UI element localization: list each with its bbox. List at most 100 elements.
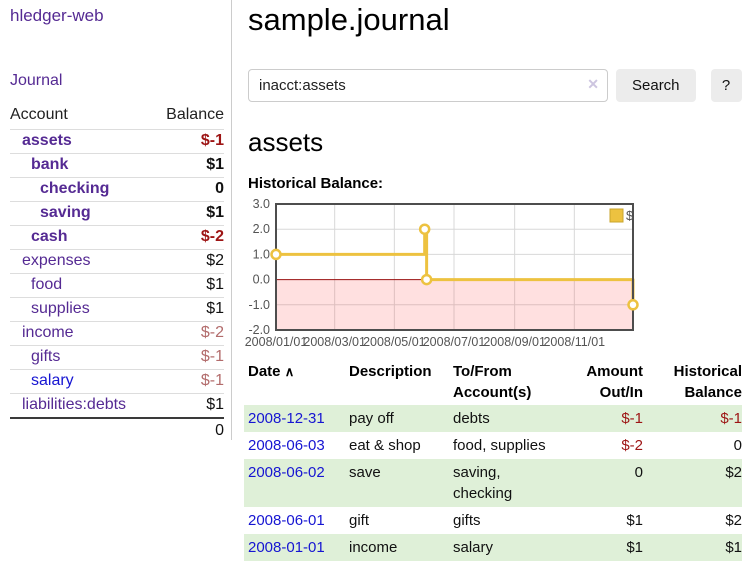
account-cell: liabilities:debts [10,393,153,418]
account-link[interactable]: bank [31,156,69,173]
account-cell: checking [10,177,153,202]
account-link[interactable]: expenses [22,252,91,269]
transaction-date-link[interactable]: 2008-01-01 [248,538,325,556]
account-balance: $2 [152,249,224,274]
account-heading: assets [248,126,324,157]
account-balance: $-1 [152,369,224,394]
sort-asc-icon: ∧ [284,363,295,379]
register-date-cell: 2008-12-31 [244,405,345,432]
account-cell: income [10,321,153,346]
data-point-marker [270,248,282,260]
register-row: 2008-06-03 eat & shop food, supplies $-2 0 [244,432,742,459]
col-amount: Amount Out/In [586,362,643,401]
register-balance: $-1 [720,409,742,427]
account-balance: $-2 [152,225,224,250]
svg-text:2008/09/01: 2008/09/01 [483,335,546,349]
col-accounts: To/From Account(s) [453,362,532,401]
account-balance: $-1 [152,345,224,370]
account-link[interactable]: assets [22,132,72,149]
account-balance: $1 [152,201,224,226]
col-description: Description [349,362,432,380]
register-description: eat & shop [349,436,421,454]
search-input[interactable] [248,68,608,102]
accounts-total-balance: 0 [152,417,224,443]
register-description: income [349,538,398,556]
svg-text:3.0: 3.0 [253,197,270,211]
account-cell: cash [10,225,153,250]
account-row: expenses $2 [10,249,224,274]
account-cell: gifts [10,345,153,370]
account-row: gifts $-1 [10,345,224,370]
chart-title: Historical Balance: [248,174,384,192]
register-amount: $1 [626,538,643,556]
register-accounts: debts [453,409,490,427]
accounts-header-account: Account [10,106,68,123]
register-date-cell: 2008-01-01 [244,534,345,561]
register-accounts: food, supplies [453,436,546,454]
svg-text:-1.0: -1.0 [248,297,270,311]
search-bar: ✕ Search ? [248,68,742,102]
nav-journal-link[interactable]: Journal [10,72,63,89]
account-link[interactable]: salary [31,372,74,389]
help-button[interactable]: ? [710,68,742,102]
account-row: liabilities:debts $1 [10,393,224,418]
account-link[interactable]: checking [40,180,110,197]
account-row: saving $1 [10,201,224,226]
register-row: 2008-06-01 gift gifts $1 $2 [244,507,742,534]
account-row: supplies $1 [10,297,224,322]
register-accounts: saving, checking [453,463,513,502]
register-date-cell: 2008-06-02 [244,459,345,507]
register-date-cell: 2008-06-01 [244,507,345,534]
account-row: income $-2 [10,321,224,346]
account-row: checking 0 [10,177,224,202]
account-row: cash $-2 [10,225,224,250]
account-balance: 0 [152,177,224,202]
data-point-marker [418,222,431,235]
svg-text:2008/05/01: 2008/05/01 [363,335,426,349]
account-cell: bank [10,153,153,178]
register-amount: $-2 [621,436,643,454]
register-accounts: salary [453,538,494,556]
account-balance: $1 [152,297,224,322]
data-point-marker [627,298,639,311]
account-link[interactable]: saving [40,204,91,221]
register-amount: $-1 [621,409,643,427]
account-link[interactable]: cash [31,228,68,245]
svg-text:$: $ [626,208,634,223]
account-link[interactable]: gifts [31,348,61,365]
account-cell: assets [10,129,153,154]
account-cell: supplies [10,297,153,322]
svg-text:2.0: 2.0 [253,222,270,236]
transaction-date-link[interactable]: 2008-06-01 [248,511,325,529]
page-title: sample.journal [248,2,450,37]
transaction-date-link[interactable]: 2008-06-02 [248,463,325,481]
register-table: Date ∧ Description To/From Account(s) Am… [244,359,742,561]
balance-chart: $3.0 2.0 1.0 0.0 -1.0 -2.0 2008/01/01 2008/03/0… [245,197,742,349]
account-cell: saving [10,201,153,226]
register-description: pay off [349,409,394,427]
register-balance: $2 [725,463,742,481]
account-balance: $1 [152,393,224,418]
register-balance: 0 [733,436,742,454]
accounts-header-balance: Balance [166,106,224,123]
search-box: ✕ [248,68,608,102]
search-button[interactable]: Search [616,68,696,102]
svg-text:1.0: 1.0 [253,247,270,261]
account-link[interactable]: liabilities:debts [22,396,127,413]
svg-text:-2.0: -2.0 [248,323,270,337]
account-balance: $1 [152,273,224,298]
col-date[interactable]: Date ∧ [248,362,295,380]
account-link[interactable]: supplies [31,300,90,317]
account-balance: $-1 [152,129,224,154]
transaction-date-link[interactable]: 2008-12-31 [248,409,325,427]
sidebar: hledger-web Journal Account Balance asse… [0,0,232,443]
account-link[interactable]: income [22,324,74,341]
clear-search-icon[interactable]: ✕ [587,75,599,92]
brand-link[interactable]: hledger-web [10,6,104,25]
transaction-date-link[interactable]: 2008-06-03 [248,436,325,454]
svg-text:0.0: 0.0 [253,272,270,286]
account-balance: $1 [152,153,224,178]
account-link[interactable]: food [31,276,63,293]
spacer [10,417,153,443]
account-cell: food [10,273,153,298]
